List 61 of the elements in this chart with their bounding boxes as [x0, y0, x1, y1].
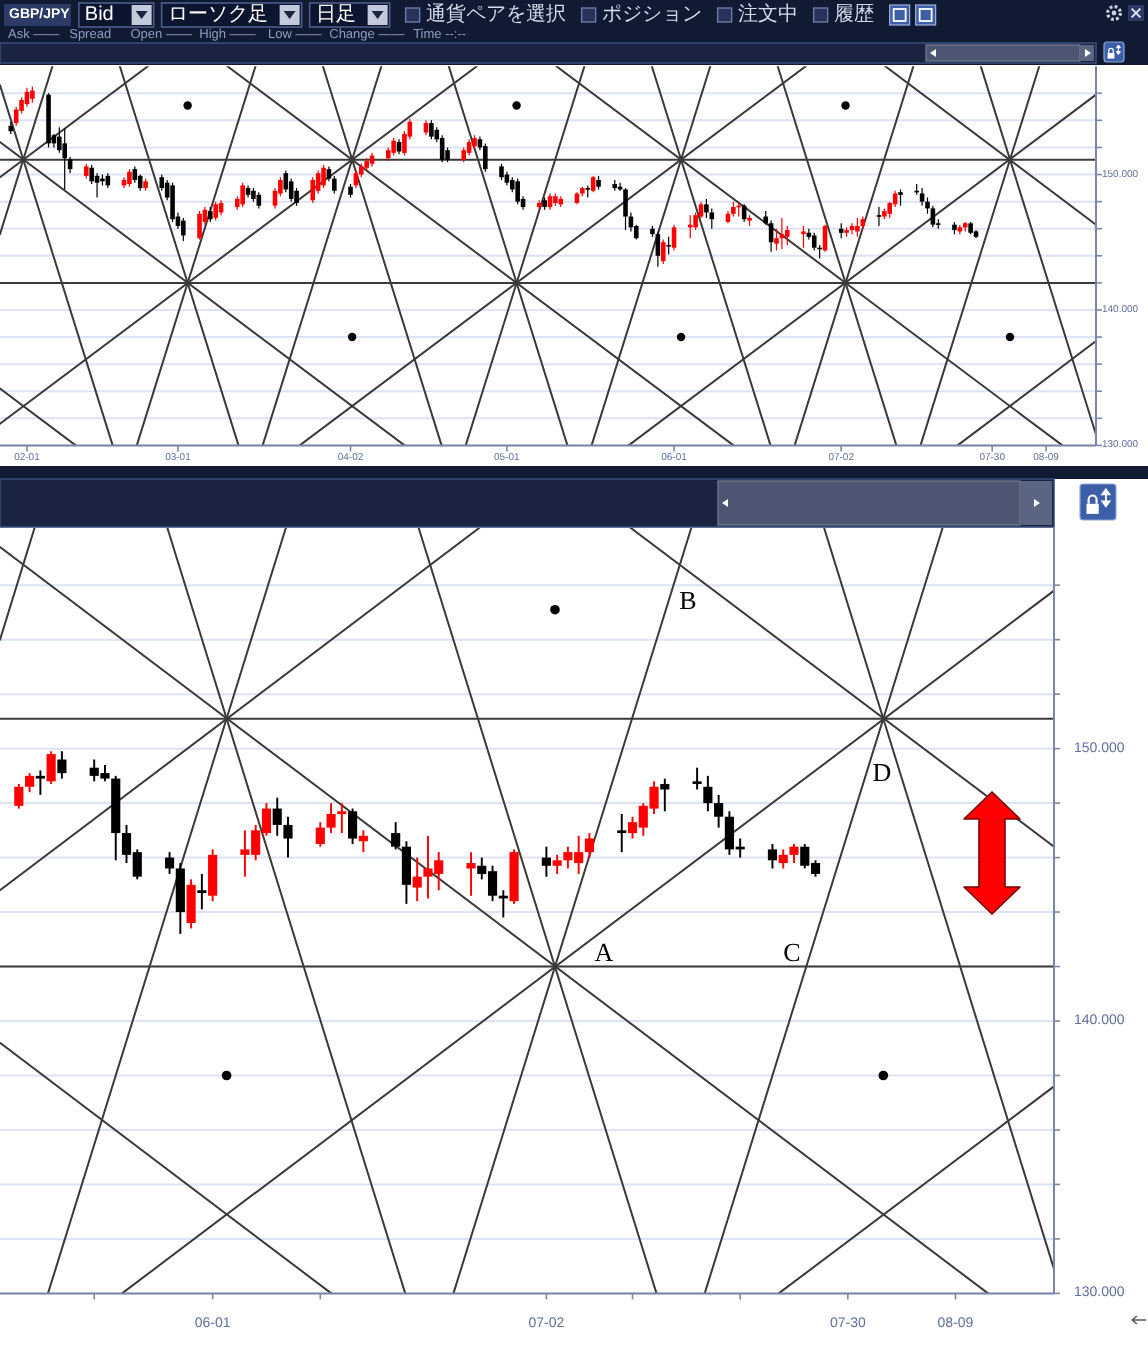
- candlestick: [466, 851, 476, 897]
- text: 通貨ペアを選択: [425, 2, 566, 26]
- candlestick: [623, 187, 628, 231]
- candlestick: [326, 802, 336, 835]
- candlestick: [429, 119, 434, 140]
- text: 履歴: [833, 4, 874, 26]
- candlestick: [412, 856, 422, 903]
- candlestick: [14, 783, 24, 810]
- candlestick: [197, 872, 207, 911]
- candlestick: [692, 766, 702, 791]
- candlestick: [272, 796, 282, 837]
- candlestick: [208, 848, 218, 903]
- candlestick: [315, 821, 325, 848]
- text: 日足: [315, 4, 356, 26]
- candlestick: [789, 843, 799, 864]
- text: ポジション: [601, 4, 702, 26]
- candlestick: [660, 238, 666, 265]
- candlestick: [25, 772, 35, 794]
- candlestick: [310, 176, 316, 204]
- candlestick: [515, 178, 520, 205]
- annotation: A: [594, 937, 615, 967]
- text: Bid: [84, 4, 114, 26]
- candlestick: [552, 853, 562, 875]
- candlestick: [855, 217, 860, 238]
- candlestick: [584, 832, 595, 859]
- candlestick: [703, 774, 713, 813]
- annotation: C: [783, 937, 801, 967]
- candlestick: [57, 750, 67, 780]
- candlestick: [767, 843, 778, 870]
- candlestick: [401, 840, 411, 905]
- candlestick: [337, 802, 347, 835]
- candlestick: [35, 769, 45, 796]
- text: 注文中: [737, 2, 798, 26]
- candlestick: [930, 205, 936, 228]
- candlestick: [709, 207, 715, 230]
- candlestick: [391, 821, 401, 851]
- candlestick: [714, 793, 724, 829]
- candlestick: [181, 217, 186, 242]
- candlestick: [46, 750, 56, 786]
- candlestick: [283, 815, 293, 859]
- candlestick: [321, 164, 326, 189]
- candlestick: [175, 862, 185, 935]
- candlestick: [240, 182, 245, 208]
- candlestick: [358, 829, 368, 854]
- text: ローソク足: [167, 4, 268, 26]
- annotation: B: [679, 585, 698, 615]
- candlestick: [186, 878, 196, 930]
- candlestick: [541, 845, 551, 878]
- candlestick: [784, 225, 790, 246]
- annotation: D: [872, 757, 892, 787]
- candlestick: [348, 807, 358, 845]
- candlestick: [801, 225, 806, 249]
- candlestick: [660, 777, 670, 813]
- candlestick: [164, 851, 175, 875]
- candlestick: [197, 210, 202, 241]
- candlestick: [876, 206, 882, 227]
- candlestick: [671, 224, 677, 251]
- candlestick: [778, 848, 788, 870]
- candlestick: [483, 142, 488, 173]
- candlestick: [213, 201, 218, 222]
- candlestick: [617, 813, 627, 854]
